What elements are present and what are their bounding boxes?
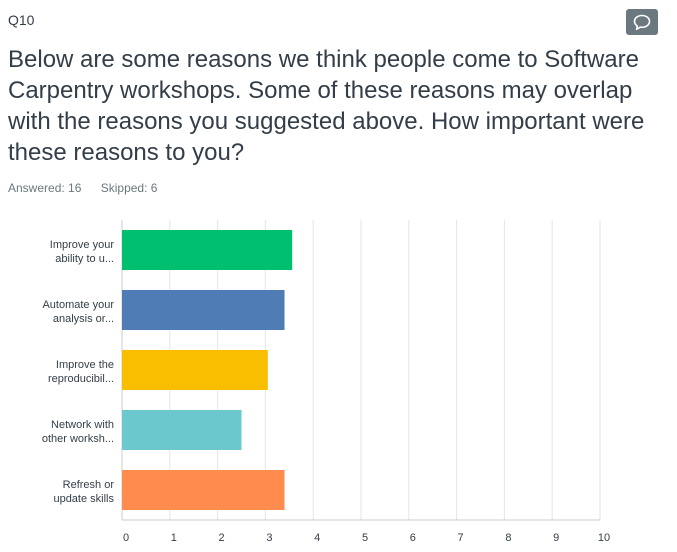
- tick-label: 6: [410, 532, 416, 544]
- category-label-line: Improve your: [50, 239, 115, 251]
- category-label-line: Refresh or: [63, 479, 115, 491]
- tick-label: 5: [362, 532, 368, 544]
- category-label-line: analysis or...: [53, 313, 114, 325]
- bars: [122, 230, 293, 510]
- category-label-line: other worksh...: [42, 433, 114, 445]
- answered-count: Answered: 16: [8, 181, 82, 195]
- response-stats: Answered: 16 Skipped: 6: [8, 181, 173, 195]
- bar[interactable]: [122, 350, 268, 390]
- category-label-line: Network with: [51, 419, 114, 431]
- tick-label: 4: [314, 532, 320, 544]
- bar-chart: Improve your ability to u... Automate your…: [42, 220, 610, 544]
- tick-labels: 0 1 2 3 4 5 6 7 8 9 10: [123, 532, 610, 544]
- question-number: Q10: [8, 12, 35, 28]
- comment-icon: [633, 14, 651, 31]
- category-labels: Improve your ability to u... Automate your…: [42, 239, 115, 505]
- tick-label: 9: [553, 532, 559, 544]
- skipped-count: Skipped: 6: [100, 181, 158, 195]
- category-label-line: Automate your: [42, 299, 114, 311]
- category-label-line: reproducibil...: [48, 373, 114, 385]
- comment-button[interactable]: [626, 9, 658, 35]
- category-label-line: Improve the: [56, 359, 114, 371]
- tick-label: 3: [266, 532, 272, 544]
- tick-label: 2: [219, 532, 225, 544]
- bar[interactable]: [122, 470, 285, 510]
- category-label-line: ability to u...: [55, 253, 114, 265]
- category-label: Refresh or update skills: [53, 479, 114, 505]
- category-label: Improve the reproducibil...: [48, 359, 114, 385]
- category-label: Automate your analysis or...: [42, 299, 114, 325]
- tick-label: 0: [123, 532, 129, 544]
- category-label: Network with other worksh...: [42, 419, 114, 445]
- category-label: Improve your ability to u...: [50, 239, 115, 265]
- tick-label: 10: [598, 532, 610, 544]
- bar[interactable]: [122, 230, 293, 270]
- tick-label: 7: [458, 532, 464, 544]
- bar[interactable]: [122, 410, 242, 450]
- bar[interactable]: [122, 290, 285, 330]
- question-title: Below are some reasons we think people c…: [8, 46, 645, 166]
- category-label-line: update skills: [53, 493, 114, 505]
- tick-label: 1: [171, 532, 177, 544]
- tick-label: 8: [505, 532, 511, 544]
